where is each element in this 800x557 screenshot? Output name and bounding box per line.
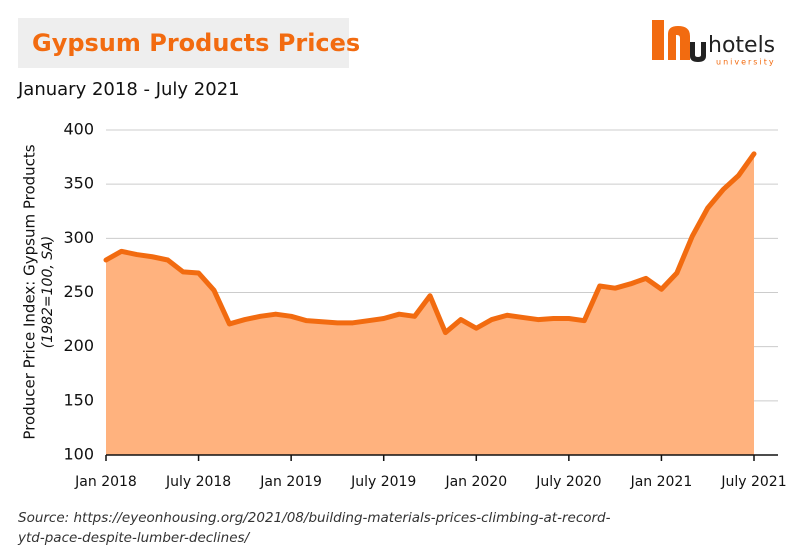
- x-tick-label: Jan 2020: [444, 474, 507, 490]
- logo-arch: [668, 26, 690, 60]
- y-axis-note: (1982=100, SA): [40, 236, 56, 348]
- x-tick-label: Jan 2021: [630, 474, 693, 490]
- y-tick-label: 100: [63, 445, 94, 464]
- x-tick-label: July 2020: [535, 474, 601, 490]
- area: [106, 153, 754, 456]
- title-box: [18, 18, 349, 68]
- x-tick-label: July 2018: [165, 474, 231, 490]
- logo-bar: [652, 20, 664, 60]
- subtitle: January 2018 - July 2021: [17, 79, 240, 100]
- chart-title: Gypsum Products Prices: [32, 29, 360, 57]
- logo-subtext: university: [716, 58, 776, 67]
- source: ytd-pace-despite-lumber-declines/: [17, 530, 251, 546]
- y-axis-label: Producer Price Index: Gypsum Products: [21, 144, 39, 439]
- y-tick-label: 150: [63, 390, 94, 409]
- source: Source: https://eyeonhousing.org/2021/08…: [18, 510, 611, 526]
- y-tick-label: 250: [63, 282, 94, 301]
- logo-text: hotels: [708, 33, 775, 58]
- line: [103, 151, 757, 336]
- x-tick-label: July 2019: [350, 474, 416, 490]
- x-tick-label: Jan 2018: [74, 474, 137, 490]
- logo-u: [690, 42, 706, 62]
- y-tick-label: 350: [63, 174, 94, 193]
- y-tick-label: 300: [63, 228, 94, 247]
- x-tick-label: Jan 2019: [259, 474, 322, 490]
- y-tick-label: 400: [63, 120, 94, 139]
- x-tick-label: July 2021: [720, 474, 786, 490]
- logo: hotels university: [652, 20, 776, 67]
- y-tick-label: 200: [63, 336, 94, 355]
